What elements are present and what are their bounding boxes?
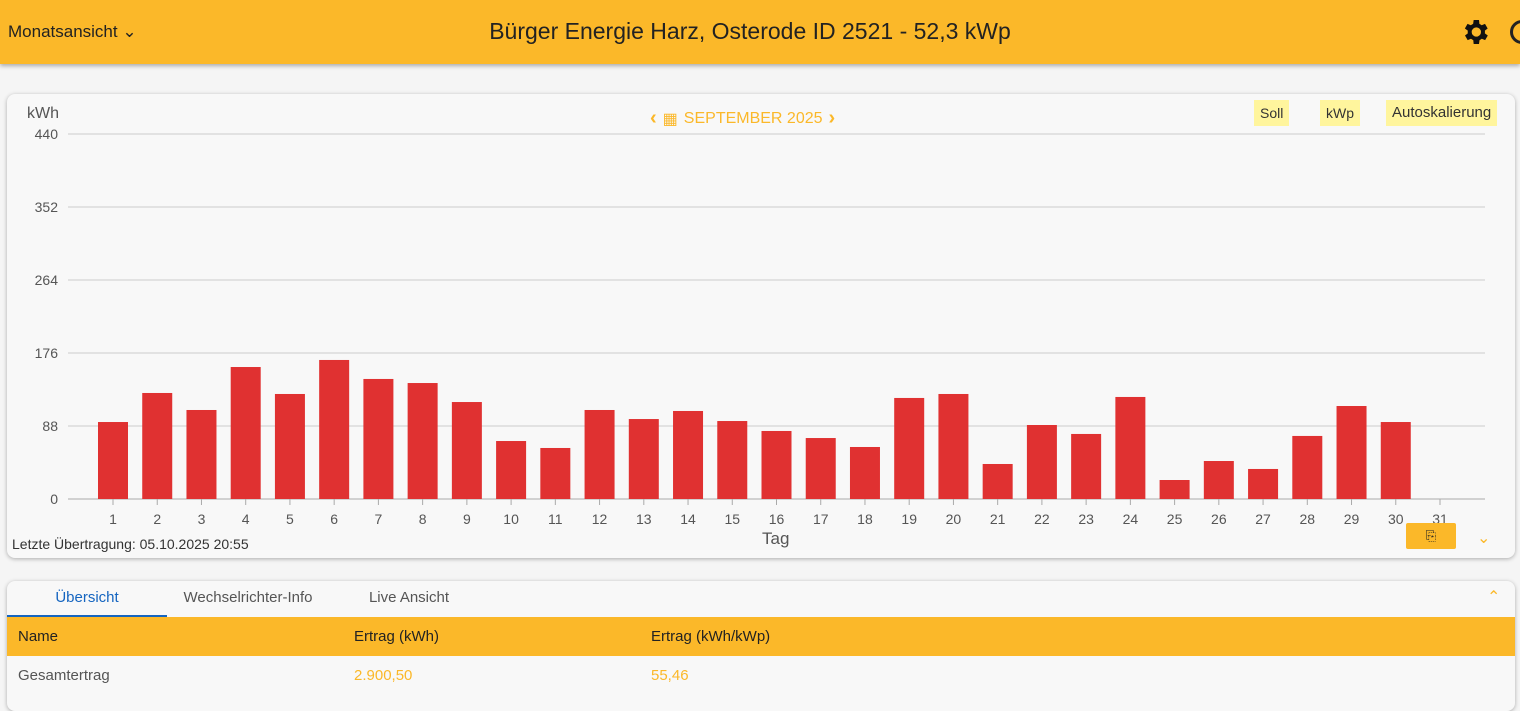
bar-day-28 [1292,435,1323,499]
x-tick-label: 20 [946,511,962,527]
y-tick-label: 440 [35,126,59,142]
x-tick-label: 9 [463,511,471,527]
x-tick-label: 13 [636,511,652,527]
x-tick-label: 17 [813,511,829,527]
bar-day-21 [982,463,1013,499]
month-navigator: ‹ ▦ SEPTEMBER 2025 › [650,107,835,130]
collapse-chevron-icon[interactable]: ⌃ [1487,589,1501,606]
bar-day-7 [363,378,394,499]
row-name: Gesamtertrag [18,667,110,684]
bar-day-15 [717,421,748,499]
x-tick-label: 19 [901,511,917,527]
bar-day-20 [938,393,969,499]
bar-day-5 [274,393,305,499]
x-tick-label: 2 [153,511,161,527]
bar-day-14 [673,410,704,499]
x-tick-label: 21 [990,511,1006,527]
header-ertrag-kwp: Ertrag (kWh/kWp) [651,628,771,645]
x-tick-label: 5 [286,511,294,527]
bar-day-17 [805,438,836,499]
month-label[interactable]: SEPTEMBER 2025 [683,109,823,127]
x-tick-label: 15 [724,511,740,527]
bar-day-4 [230,367,261,499]
y-tick-label: 0 [50,491,58,507]
x-tick-label: 10 [503,511,519,527]
prev-month-icon[interactable]: ‹ [650,107,657,129]
x-tick-label: 24 [1123,511,1139,527]
tab-uebersicht[interactable]: Übersicht [7,581,167,617]
bar-day-27 [1248,468,1279,499]
bar-day-3 [186,409,217,499]
x-tick-label: 1 [109,511,117,527]
autoscale-toggle[interactable]: Autoskalierung [1386,100,1498,126]
x-tick-label: 27 [1255,511,1271,527]
bar-day-8 [407,383,438,499]
table-row: Gesamtertrag 2.900,50 55,46 [7,656,1515,696]
x-tick-label: 18 [857,511,873,527]
x-tick-label: 14 [680,511,696,527]
bar-day-9 [451,402,482,499]
bar-day-16 [761,430,792,499]
x-tick-label: 29 [1344,511,1360,527]
x-tick-label: 6 [330,511,338,527]
row-ertrag-kwp: 55,46 [651,667,689,684]
view-select[interactable]: Monatsansicht ⌄ [8,22,137,41]
y-tick-label: 88 [42,418,58,434]
gear-icon[interactable] [1459,16,1491,48]
expand-chevron-icon[interactable]: ⌄ [1477,530,1491,547]
bar-day-26 [1203,461,1234,499]
bar-day-1 [98,422,128,499]
calendar-icon: ▦ [662,110,678,128]
bar-day-12 [584,409,615,499]
x-tick-label: 12 [592,511,608,527]
x-tick-label: 7 [375,511,383,527]
last-transmission: Letzte Übertragung: 05.10.2025 20:55 [12,536,249,552]
bar-day-22 [1026,425,1057,499]
tab-live-ansicht[interactable]: Live Ansicht [368,589,450,606]
x-tick-label: 30 [1388,511,1404,527]
x-tick-label: 3 [198,511,206,527]
y-tick-label: 352 [35,199,59,215]
bar-day-19 [894,397,925,499]
x-tick-label: 16 [769,511,785,527]
y-tick-label: 264 [35,272,59,288]
bar-day-25 [1159,480,1190,499]
x-tick-label: 8 [419,511,427,527]
top-bar: Monatsansicht ⌄ Bürger Energie Harz, Ost… [0,0,1520,64]
bar-day-13 [628,419,659,499]
page-title: Bürger Energie Harz, Osterode ID 2521 - … [489,18,1011,44]
info-card: Übersicht Wechselrichter-Info Live Ansic… [7,581,1515,711]
table-header: Name Ertrag (kWh) Ertrag (kWh/kWp) [7,617,1515,656]
bar-day-30 [1380,422,1411,499]
y-tick-label: 176 [35,345,59,361]
bar-day-6 [319,359,350,499]
bar-day-24 [1115,396,1146,499]
header-ertrag: Ertrag (kWh) [354,628,440,645]
kwp-toggle[interactable]: kWp [1320,100,1360,126]
x-tick-label: 4 [242,511,250,527]
bar-day-18 [849,446,880,499]
bar-day-29 [1336,406,1367,499]
header-name: Name [18,628,59,645]
x-tick-label: 22 [1034,511,1050,527]
bar-day-10 [496,441,527,499]
pdf-export-button[interactable]: ⎘ [1406,523,1456,549]
next-month-icon[interactable]: › [828,107,836,129]
x-tick-label: 25 [1167,511,1183,527]
x-axis-label: Tag [762,529,790,548]
bar-day-23 [1071,433,1102,499]
y-axis-unit: kWh [27,105,59,122]
soll-toggle[interactable]: Soll [1254,100,1290,126]
file-code-icon: ⎘ [1425,528,1437,543]
row-ertrag: 2.900,50 [354,667,413,684]
bar-day-11 [540,447,571,499]
bar-day-2 [142,392,173,499]
x-tick-label: 26 [1211,511,1227,527]
x-tick-label: 23 [1078,511,1094,527]
tab-wechselrichter-info[interactable]: Wechselrichter-Info [183,589,313,606]
x-tick-label: 28 [1300,511,1316,527]
x-tick-label: 11 [548,511,563,527]
